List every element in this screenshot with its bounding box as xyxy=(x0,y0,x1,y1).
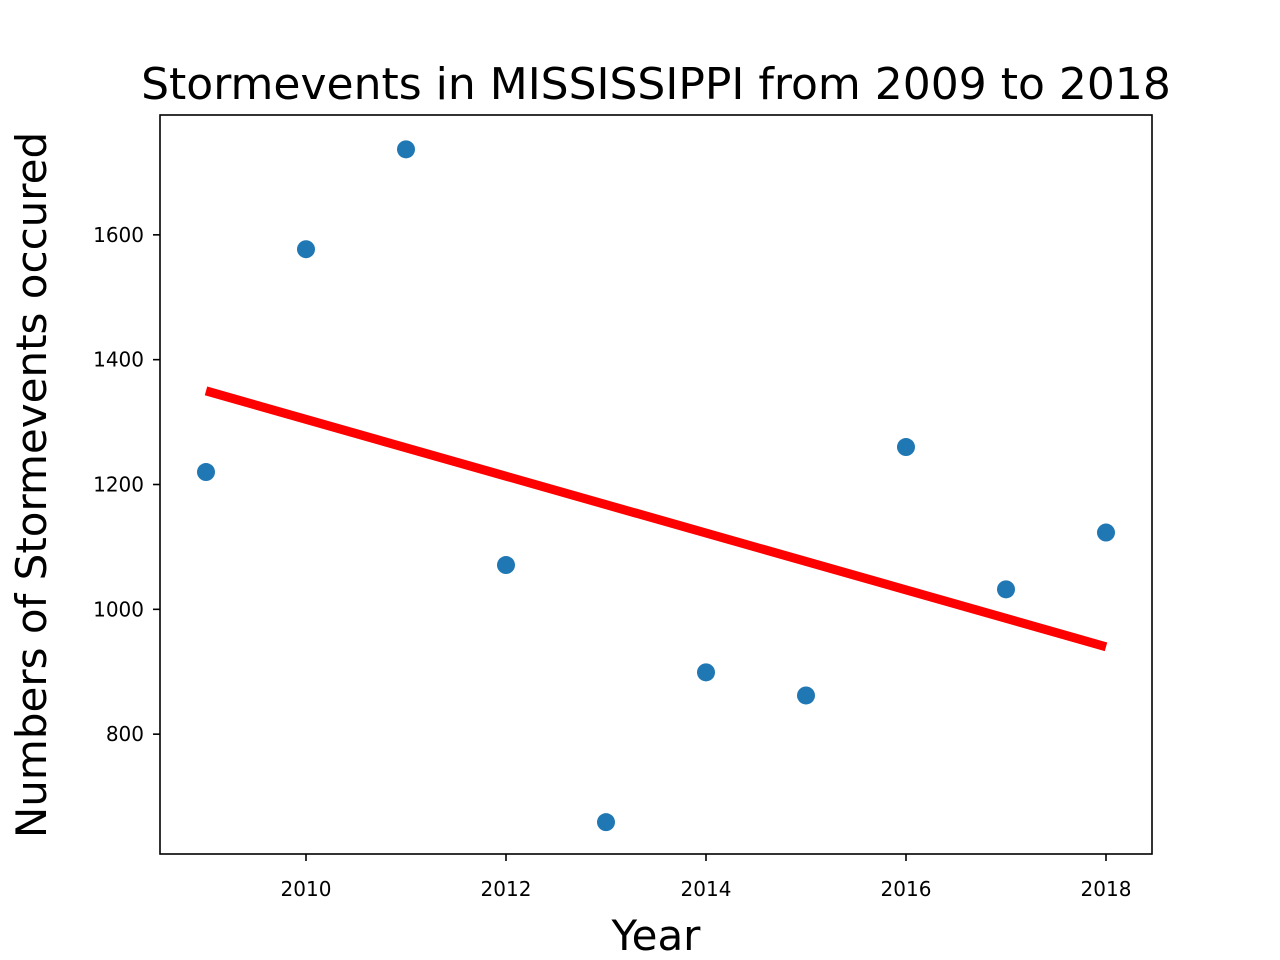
plot-area xyxy=(197,140,1115,832)
x-axis-title: Year xyxy=(611,911,702,960)
data-point xyxy=(1097,523,1115,542)
data-point xyxy=(197,463,215,482)
y-tick-label: 800 xyxy=(106,722,144,746)
x-tick-label: 2010 xyxy=(281,877,332,901)
data-point xyxy=(297,240,315,259)
data-point xyxy=(597,813,615,832)
trend-line xyxy=(204,386,1108,652)
x-tick-label: 2018 xyxy=(1081,877,1132,901)
x-tick-label: 2012 xyxy=(481,877,532,901)
x-axis: 2010 2012 2014 2016 2018 xyxy=(281,854,1132,901)
y-axis-title: Numbers of Stormevents occured xyxy=(7,132,56,838)
chart-title: Stormevents in MISSISSIPPI from 2009 to … xyxy=(141,59,1171,110)
data-point xyxy=(997,580,1015,599)
y-axis: 800 1000 1200 1400 1600 xyxy=(93,223,160,746)
y-tick-label: 1600 xyxy=(93,223,144,247)
y-tick-label: 1400 xyxy=(93,348,144,372)
y-tick-label: 1200 xyxy=(93,473,144,497)
data-point xyxy=(697,663,715,682)
y-tick-label: 1000 xyxy=(93,597,144,621)
data-point xyxy=(497,556,515,575)
plot-frame xyxy=(159,114,1153,855)
x-tick-label: 2014 xyxy=(681,877,732,901)
data-point xyxy=(897,438,915,457)
data-point xyxy=(397,140,415,159)
data-point xyxy=(797,686,815,705)
x-tick-label: 2016 xyxy=(881,877,932,901)
